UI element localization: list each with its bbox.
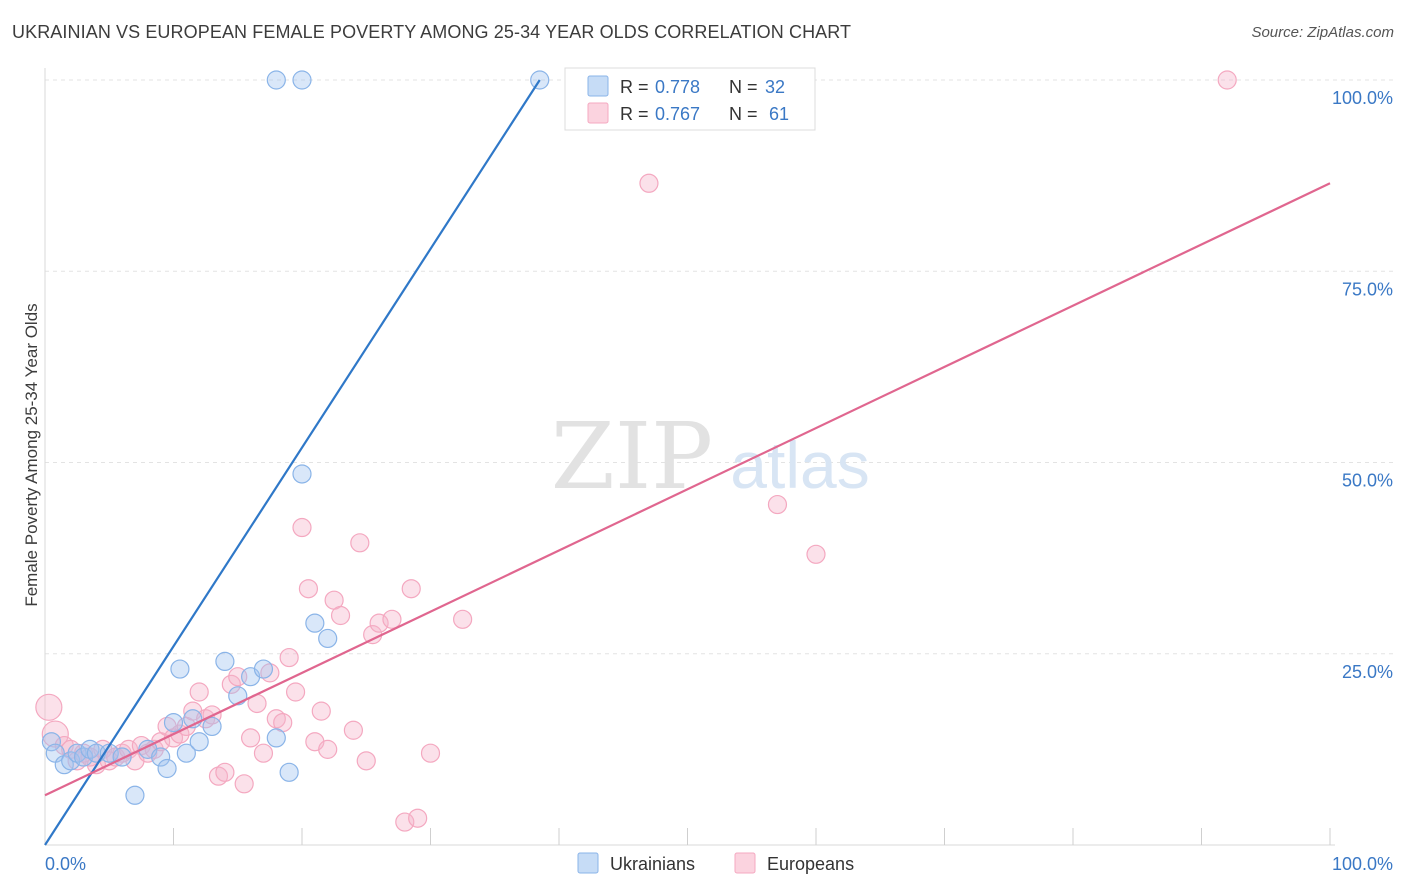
data-point-ukrainians (292, 70, 312, 90)
watermark-zip: ZIP (551, 403, 713, 510)
data-point-europeans (311, 701, 331, 721)
legend-n-value-1: 32 (765, 77, 785, 97)
data-point-ukrainians (151, 747, 171, 767)
data-point-ukrainians (176, 743, 196, 763)
x-ticks (173, 828, 1331, 845)
legend-swatch-ukrainians (587, 75, 609, 97)
data-point-ukrainians (112, 747, 132, 767)
data-point-ukrainians (41, 732, 62, 752)
series-europeans-points (35, 70, 1237, 832)
data-point-europeans (279, 647, 299, 668)
legend-europeans-swatch (734, 852, 756, 874)
x-tick-label-max: 100.0% (1332, 854, 1393, 874)
data-point-ukrainians (163, 712, 184, 733)
data-point-europeans (369, 613, 389, 633)
data-point-europeans (298, 579, 319, 599)
data-point-europeans (189, 682, 209, 702)
data-point-ukrainians (253, 659, 274, 679)
data-point-europeans (395, 812, 415, 832)
data-point-europeans (215, 762, 235, 782)
trend-line-ukrainians (44, 79, 541, 846)
data-point-ukrainians (189, 732, 209, 752)
axes (44, 68, 1335, 846)
data-point-ukrainians (292, 464, 312, 484)
series-ukrainians-points (41, 70, 550, 805)
legend-r-value-2: 0.767 (655, 104, 700, 124)
data-point-ukrainians (228, 686, 248, 706)
watermark: ZIP atlas (551, 403, 870, 510)
data-point-ukrainians (170, 659, 190, 679)
source-label: Source: ZipAtlas.com (1251, 24, 1394, 41)
data-point-europeans (35, 693, 63, 721)
data-point-europeans (241, 728, 261, 748)
data-point-ukrainians (266, 728, 286, 748)
data-point-europeans (318, 739, 338, 759)
data-point-ukrainians (305, 613, 325, 633)
data-point-europeans (330, 605, 351, 626)
y-tick-label: 50.0% (1342, 471, 1393, 491)
legend-r-label-2: R = (620, 104, 649, 124)
data-point-europeans (401, 579, 421, 599)
data-point-ukrainians (266, 70, 286, 90)
legend-r-label-1: R = (620, 77, 649, 97)
data-point-europeans (350, 533, 370, 553)
legend-swatch-europeans (587, 102, 609, 124)
legend-ukrainians-label: Ukrainians (610, 854, 695, 874)
legend-r-value-1: 0.778 (655, 77, 700, 97)
data-point-ukrainians (202, 716, 222, 737)
data-point-europeans (806, 544, 826, 564)
data-point-ukrainians (215, 651, 235, 672)
data-point-europeans (408, 808, 428, 828)
chart-title: UKRAINIAN VS EUROPEAN FEMALE POVERTY AMO… (12, 22, 852, 42)
data-point-europeans (343, 720, 363, 740)
data-point-europeans (234, 774, 254, 794)
series-legend: Ukrainians Europeans (577, 852, 854, 874)
legend-n-label-1: N = (729, 77, 758, 97)
x-tick-label-min: 0.0% (45, 854, 86, 874)
data-point-ukrainians (157, 758, 177, 779)
data-point-ukrainians (279, 762, 299, 782)
data-point-europeans (285, 682, 306, 702)
data-point-ukrainians (61, 751, 81, 771)
watermark-atlas: atlas (730, 428, 869, 502)
correlation-legend: R = 0.778 N = 32 R = 0.767 N = 61 (564, 67, 816, 131)
y-tick-label: 75.0% (1342, 279, 1393, 299)
y-tick-label: 25.0% (1342, 662, 1393, 682)
data-point-europeans (639, 173, 659, 193)
legend-europeans-label: Europeans (767, 854, 854, 874)
gridlines (45, 79, 1393, 655)
data-point-europeans (767, 494, 788, 515)
data-point-europeans (420, 743, 441, 763)
data-point-europeans (356, 751, 376, 771)
y-tick-label: 100.0% (1332, 88, 1393, 108)
data-point-europeans (253, 743, 274, 763)
data-point-europeans (292, 517, 312, 538)
trend-lines (44, 79, 1331, 846)
data-point-europeans (221, 674, 241, 694)
data-point-europeans (1217, 70, 1237, 90)
data-point-ukrainians (125, 785, 145, 805)
legend-n-label-2: N = (729, 104, 758, 124)
y-tick-labels: 25.0% 50.0% 75.0% 100.0% (1332, 88, 1393, 682)
legend-n-value-2: 61 (769, 104, 789, 124)
legend-ukrainians-swatch (577, 852, 599, 874)
data-point-ukrainians (318, 628, 338, 649)
data-point-europeans (382, 609, 402, 629)
data-point-europeans (453, 609, 473, 629)
data-point-ukrainians (73, 747, 94, 767)
trend-line-europeans (44, 182, 1331, 797)
